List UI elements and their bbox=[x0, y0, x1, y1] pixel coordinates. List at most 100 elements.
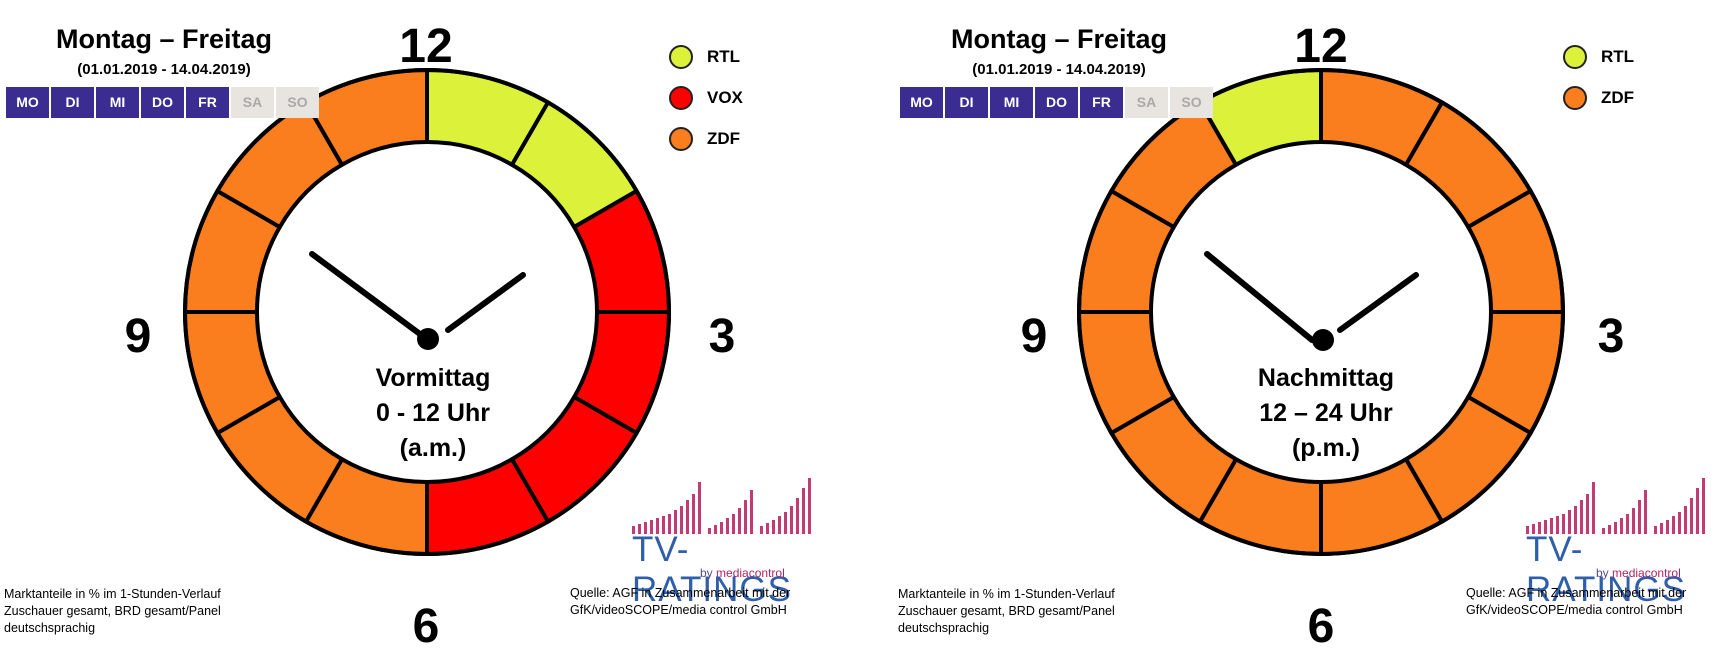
logo-bar bbox=[772, 520, 775, 534]
clock-afternoon: 12 3 6 9 Nachmittag 12 – 24 Uhr (p.m.) bbox=[1021, 20, 1625, 653]
logo-by: by bbox=[700, 566, 713, 580]
logo-bar bbox=[1556, 516, 1559, 534]
logo-bar bbox=[644, 522, 647, 534]
logo-bar bbox=[638, 524, 641, 534]
footnote-line: Zuschauer gesamt, BRD gesamt/Panel bbox=[898, 604, 1115, 618]
date-range: (01.01.2019 - 14.04.2019) bbox=[77, 61, 251, 78]
logo-bar bbox=[784, 512, 787, 534]
clock-number-12: 12 bbox=[1294, 20, 1347, 73]
legend-swatch-rtl bbox=[669, 44, 693, 69]
logo-brand: mediacontrol bbox=[716, 566, 785, 580]
logo-bar bbox=[1666, 520, 1669, 534]
day-mo: MO bbox=[900, 87, 943, 118]
logo-bar bbox=[750, 490, 753, 534]
source-line: Quelle: AGF in Zusammenarbeit mit der bbox=[570, 586, 791, 600]
logo-bar bbox=[662, 516, 665, 534]
logo-bar bbox=[714, 525, 717, 534]
day-mi: MI bbox=[96, 87, 139, 118]
logo-bar bbox=[808, 478, 811, 534]
logo-bar bbox=[1544, 520, 1547, 534]
day-do: DO bbox=[1035, 87, 1078, 118]
logo-bar bbox=[1586, 494, 1589, 534]
legend-label: VOX bbox=[707, 87, 743, 107]
logo-bar bbox=[692, 494, 695, 534]
weekday-bar: MO DI MI DO FR SA SO bbox=[900, 87, 1215, 118]
logo-bar bbox=[1684, 506, 1687, 534]
source-line: GfK/videoSCOPE/media control GmbH bbox=[570, 603, 787, 617]
logo-bar bbox=[632, 526, 635, 534]
logo-bar bbox=[744, 500, 747, 534]
day-di: DI bbox=[51, 87, 94, 118]
hour-hand bbox=[309, 251, 431, 343]
logo-bar bbox=[656, 518, 659, 534]
logo-bar bbox=[1526, 526, 1529, 534]
logo-wordmark: TV-RATINGS bbox=[632, 530, 792, 609]
ring-outer-border bbox=[183, 68, 671, 556]
panel-morning: 12 3 6 9 Vormittag 0 - 12 Uhr (a.m.) Mon… bbox=[4, 20, 822, 653]
footnote-market-share: Marktanteile in % im 1-Stunden-Verlauf Z… bbox=[4, 586, 221, 637]
center-label-2: 0 - 12 Uhr bbox=[376, 399, 490, 427]
clock-center-dot bbox=[1312, 329, 1334, 351]
tv-ratings-logo bbox=[630, 476, 820, 539]
logo-bar bbox=[1620, 518, 1623, 534]
logo-bar bbox=[778, 516, 781, 534]
day-mi: MI bbox=[990, 87, 1033, 118]
tv-ratings-logo-text: TV-RATINGS bbox=[632, 530, 822, 610]
center-label-3: (p.m.) bbox=[1292, 434, 1360, 462]
logo-bar bbox=[1644, 490, 1647, 534]
day-so: SO bbox=[1170, 87, 1213, 118]
legend-label: RTL bbox=[707, 46, 741, 66]
clock-morning: 12 3 6 9 Vormittag 0 - 12 Uhr (a.m.) bbox=[125, 20, 736, 653]
panel-title: Montag – Freitag bbox=[55, 24, 272, 54]
logo-bar bbox=[796, 498, 799, 534]
clock-number-12: 12 bbox=[399, 20, 452, 73]
day-mo: MO bbox=[6, 87, 49, 118]
clock-number-9: 9 bbox=[125, 310, 152, 363]
source-line: Quelle: AGF in Zusammenarbeit mit der bbox=[1466, 586, 1687, 600]
source-note: Quelle: AGF in Zusammenarbeit mit der Gf… bbox=[1466, 585, 1686, 619]
day-sa: SA bbox=[1125, 87, 1168, 118]
logo-bar bbox=[708, 528, 711, 534]
center-label-3: (a.m.) bbox=[400, 434, 467, 462]
logo-bar bbox=[1574, 506, 1577, 534]
logo-bar bbox=[802, 488, 805, 534]
logo-bar bbox=[668, 514, 671, 534]
hour-hand bbox=[1204, 251, 1315, 343]
logo-bar bbox=[1568, 510, 1571, 534]
legend-item-rtl: RTL bbox=[669, 36, 743, 77]
logo-bar bbox=[790, 506, 793, 534]
legend: RTL ZDF bbox=[1563, 36, 1634, 118]
logo-brand: mediacontrol bbox=[1612, 566, 1681, 580]
logo-subline: by mediacontrol bbox=[1596, 566, 1681, 580]
center-label-1: Vormittag bbox=[376, 364, 491, 392]
clock-number-3: 3 bbox=[1598, 310, 1625, 363]
day-fr: FR bbox=[186, 87, 229, 118]
tv-ratings-logo bbox=[1524, 476, 1714, 539]
logo-bar bbox=[1690, 498, 1693, 534]
legend-swatch-vox bbox=[669, 85, 693, 110]
logo-bar bbox=[1592, 482, 1595, 534]
logo-bar bbox=[680, 506, 683, 534]
footnote-line: Marktanteile in % im 1-Stunden-Verlauf bbox=[4, 587, 221, 601]
legend-swatch-rtl bbox=[1563, 44, 1587, 69]
logo-bar bbox=[1660, 523, 1663, 534]
ring-outer-border bbox=[1077, 68, 1565, 556]
logo-bars-graphic bbox=[1526, 478, 1705, 534]
tv-ratings-logo-text: TV-RATINGS bbox=[1526, 530, 1716, 610]
clock-number-3: 3 bbox=[709, 310, 736, 363]
logo-bar bbox=[1632, 508, 1635, 534]
clock-number-6: 6 bbox=[1308, 600, 1335, 653]
logo-bar bbox=[1614, 522, 1617, 534]
footnote-line: Zuschauer gesamt, BRD gesamt/Panel bbox=[4, 604, 221, 618]
minute-hand bbox=[445, 272, 526, 333]
legend-item-zdf: ZDF bbox=[669, 118, 743, 159]
logo-bar bbox=[732, 514, 735, 534]
footnote-line: deutschsprachig bbox=[898, 621, 990, 635]
source-note: Quelle: AGF in Zusammenarbeit mit der Gf… bbox=[570, 585, 790, 619]
logo-wordmark: TV-RATINGS bbox=[1526, 530, 1686, 609]
day-sa: SA bbox=[231, 87, 274, 118]
logo-bar bbox=[720, 522, 723, 534]
legend: RTL VOX ZDF bbox=[669, 36, 743, 159]
footnote-line: deutschsprachig bbox=[4, 621, 96, 635]
logo-bar bbox=[1608, 525, 1611, 534]
